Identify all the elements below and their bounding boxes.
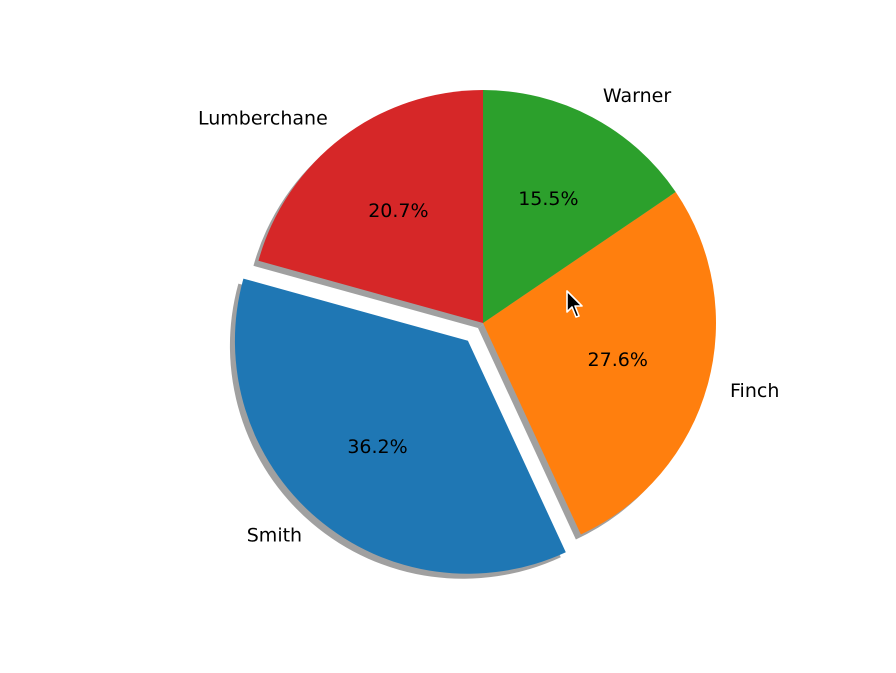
percent-label-finch: 27.6%: [588, 349, 648, 371]
slice-label-finch: Finch: [730, 380, 779, 402]
wedge-smith: [234, 278, 566, 574]
pie-wedges: [234, 90, 717, 574]
wedge-warner: [483, 90, 676, 323]
slice-label-smith: Smith: [247, 525, 302, 547]
wedge-lumberchane: [258, 90, 483, 323]
wedge-finch: [483, 192, 717, 535]
slice-label-warner: Warner: [603, 85, 671, 107]
percent-label-smith: 36.2%: [347, 436, 407, 458]
percent-label-warner: 15.5%: [518, 188, 578, 210]
slice-label-lumberchane: Lumberchane: [198, 108, 328, 130]
percent-label-lumberchane: 20.7%: [368, 200, 428, 222]
pie-labels: Lumberchane 20.7% Smith 36.2% Finch 27.6% Warn…: [198, 85, 779, 547]
